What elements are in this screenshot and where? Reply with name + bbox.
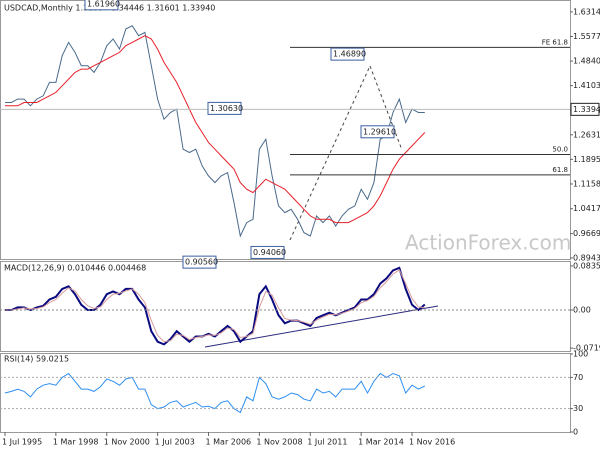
x-tick-label: 1 Mar 1998 <box>53 438 99 447</box>
x-tick-label: 1 Jul 2011 <box>307 438 347 447</box>
y-tick-label: 1.55770 <box>573 32 600 41</box>
y-tick-label: 100 <box>573 350 588 359</box>
annotation-box <box>207 101 242 115</box>
annotation-label: 1.46890 <box>333 50 366 59</box>
watermark: ActionForex.com <box>405 231 571 255</box>
annotation-label: 0.90560 <box>185 258 218 267</box>
x-tick-label: 1 Nov 2016 <box>409 438 455 447</box>
macd-panel <box>0 261 571 352</box>
macd-title: MACD(12,26,9) 0.010446 0.004468 <box>4 264 146 273</box>
level-label: 61.8 <box>552 166 568 174</box>
annotation-box <box>330 47 365 61</box>
series-line <box>5 35 426 224</box>
y-tick-label: 1.18950 <box>573 155 600 164</box>
annotation-label: 1.29610 <box>363 127 396 136</box>
x-tick-label: 1 Nov 2000 <box>104 438 150 447</box>
macd-support-line <box>204 305 439 348</box>
annotation-label: 1.61960 <box>87 0 120 8</box>
level-label: 50.0 <box>552 146 568 154</box>
rsi-title: RSI(14) 59.0215 <box>4 355 69 364</box>
series-line <box>5 25 425 238</box>
y-tick-label: 0 <box>573 428 578 437</box>
series-line <box>5 266 426 346</box>
trend-line <box>289 65 371 241</box>
y-tick-label: 30 <box>573 404 583 413</box>
annotation-box <box>360 125 395 139</box>
annotation-box <box>84 0 119 11</box>
y-tick-label: -0.07195 <box>573 344 600 353</box>
y-tick-label: 1.48400 <box>573 57 600 66</box>
y-tick-label: 1.63140 <box>573 7 600 16</box>
y-tick-label: 0.083505 <box>573 261 600 270</box>
series-line <box>5 269 425 343</box>
y-tick-label: 1.11580 <box>573 179 600 188</box>
y-tick-label: 1.26310 <box>573 130 600 139</box>
trend-line <box>369 65 403 151</box>
y-tick-label: 70 <box>573 373 583 382</box>
x-tick-label: 1 Mar 2006 <box>206 438 252 447</box>
level-label: FE 61.8 <box>542 38 568 46</box>
annotation-box <box>182 255 217 269</box>
last-price-box <box>570 102 600 116</box>
x-tick-label: 1 Jul 2003 <box>155 438 195 447</box>
annotation-box <box>250 245 285 259</box>
x-tick-label: 1 Jul 1995 <box>2 438 42 447</box>
y-tick-label: 1.41030 <box>573 81 600 90</box>
annotation-label: 0.94060 <box>253 248 286 257</box>
x-tick-label: 1 Nov 2008 <box>256 438 302 447</box>
y-tick-label: 0.00 <box>573 306 591 315</box>
rsi-panel <box>0 353 571 433</box>
series-line <box>4 372 426 414</box>
price-panel <box>0 0 571 260</box>
annotation-label: 1.30630 <box>210 104 243 113</box>
x-tick-label: 1 Mar 2014 <box>358 438 404 447</box>
last-price-label: 1.33940 <box>573 105 600 114</box>
